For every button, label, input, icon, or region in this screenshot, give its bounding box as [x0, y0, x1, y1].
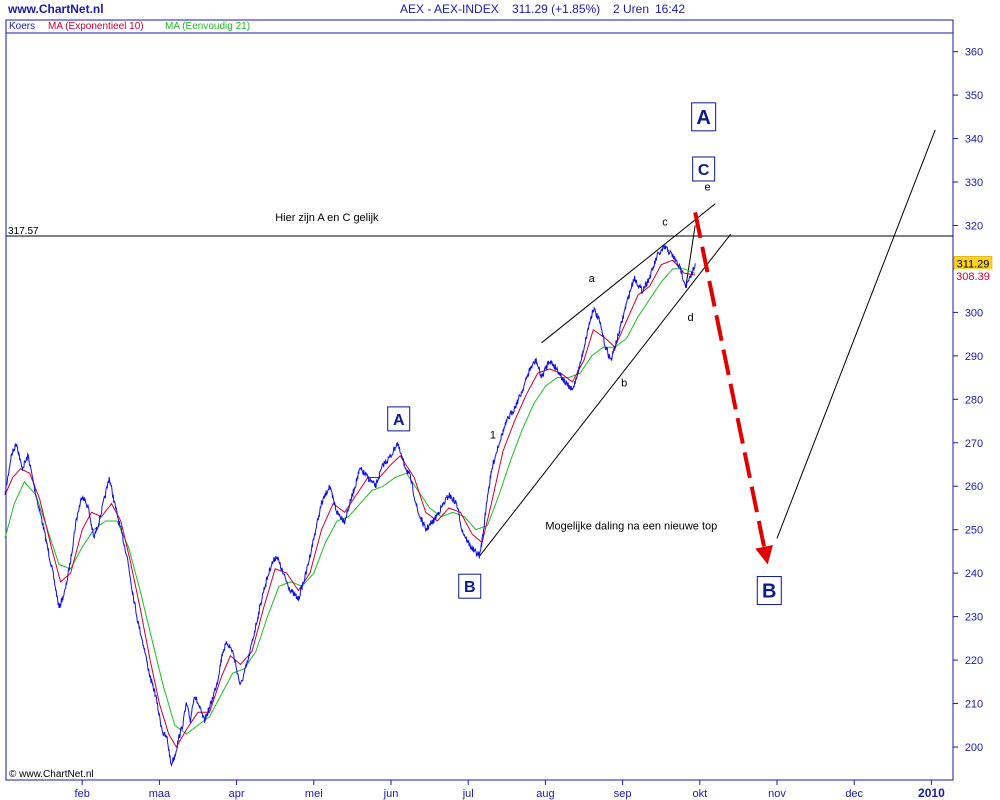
x-tick-label: 2010 [918, 786, 945, 800]
trendline [541, 203, 716, 344]
forecast-arrow-shaft [693, 212, 767, 548]
wave-label-small: d [687, 312, 693, 324]
x-tick-label: dec [845, 788, 863, 800]
y-axis: 2002102202302402502602702802903003103203… [953, 47, 983, 754]
plot-area [5, 19, 954, 781]
wave-label-box [692, 156, 716, 182]
wave-label: A [696, 107, 710, 129]
y-tick-label: 240 [965, 568, 983, 580]
forecast-arrow [693, 212, 773, 565]
legend-item-koers: Koers [9, 21, 35, 32]
wave-label: C [698, 162, 710, 179]
wave-label: A [393, 412, 405, 429]
x-axis: feb maa apr mei jun jul aug sep okt nov dec 2010 [75, 780, 945, 800]
x-tick-label: okt [692, 788, 707, 800]
last-price: 311.29 (+1.85%) [512, 2, 600, 16]
wave-label-small: b [621, 377, 627, 389]
time-label: 16:42 [655, 2, 685, 16]
copyright: © www.ChartNet.nl [9, 769, 94, 780]
last-ma-box [954, 268, 992, 282]
y-tick-label: 280 [965, 394, 983, 406]
y-tick-label: 220 [965, 655, 983, 667]
y-tick-label: 320 [965, 220, 983, 232]
annotation-text: Hier zijn A en C gelijk [275, 212, 379, 224]
x-tick-label: feb [75, 788, 90, 800]
wave-label-box [691, 102, 717, 132]
x-tick-label: sep [614, 788, 632, 800]
horizontal-line-label: 317.57 [8, 226, 39, 237]
chart-header: www.ChartNet.nl AEX - AEX-INDEX 311.29 (… [7, 2, 685, 16]
y-tick-label: 270 [965, 438, 983, 450]
trendline [776, 129, 936, 539]
forecast-arrow-head [755, 545, 773, 565]
wave-label: B [464, 579, 476, 596]
trendlines [479, 129, 936, 557]
x-tick-label: mei [305, 788, 323, 800]
price-series-line [4, 243, 696, 768]
y-tick-label: 360 [965, 47, 983, 59]
last-ma-value: 308.39 [956, 271, 990, 283]
y-tick-label: 290 [965, 351, 983, 363]
wave-label-small: c [662, 216, 668, 228]
wave-label-small: 1 [490, 429, 496, 441]
annotations: Hier zijn A en C gelijk Mogelijke daling … [275, 212, 717, 533]
y-tick-label: 200 [965, 742, 983, 754]
x-tick-label: nov [768, 788, 786, 800]
wave-label-box [458, 573, 482, 599]
sma21-series-line [4, 268, 696, 735]
x-tick-label: maa [149, 788, 171, 800]
site-name[interactable]: www.ChartNet.nl [7, 2, 104, 16]
x-tick-label: jul [462, 788, 474, 800]
y-tick-label: 230 [965, 612, 983, 624]
y-tick-label: 250 [965, 525, 983, 537]
y-tick-label: 300 [965, 307, 983, 319]
series-group [4, 243, 696, 768]
legend-item-sma21: MA (Eenvoudig 21) [165, 21, 250, 32]
last-close-value: 311.29 [957, 258, 990, 270]
x-tick-label: aug [536, 788, 554, 800]
wave-label-box [756, 576, 782, 606]
wave-label-small: e [704, 182, 710, 194]
y-tick-label: 330 [965, 177, 983, 189]
y-tick-label: 260 [965, 481, 983, 493]
instrument-name: AEX - AEX-INDEX [400, 2, 499, 16]
legend: Koers MA (Exponentieel 10) MA (Eenvoudig… [9, 21, 250, 32]
wave-label: B [762, 581, 776, 603]
x-tick-label: apr [229, 788, 245, 800]
ema10-series-line [4, 259, 696, 748]
trendline [685, 225, 696, 287]
y-tick-label: 350 [965, 90, 983, 102]
annotation-text: Mogelijke daling na een nieuwe top [545, 521, 717, 533]
trendline [479, 233, 732, 557]
y-tick-label: 210 [965, 699, 983, 711]
reference-line: 317.57 [6, 226, 953, 237]
legend-item-ema10: MA (Exponentieel 10) [48, 21, 144, 32]
y-tick-label: 340 [965, 134, 983, 146]
wave-labels: A B A C B 1 a b c d e [387, 102, 782, 606]
interval-label: 2 Uren [613, 2, 649, 16]
wave-label-box [387, 406, 411, 432]
wave-label-small: a [589, 273, 596, 285]
x-tick-label: jun [383, 788, 399, 800]
